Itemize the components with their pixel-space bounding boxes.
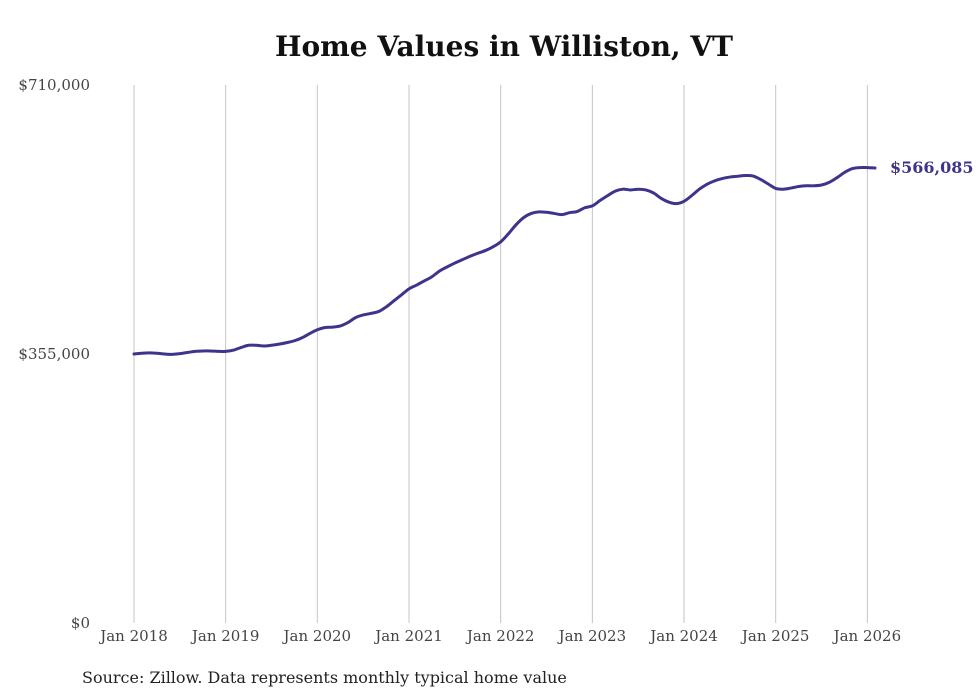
y-tick-label: $355,000 [18, 345, 90, 363]
grid-lines [133, 85, 868, 623]
x-tick-label: Jan 2026 [832, 627, 902, 645]
end-value-label: $566,085 [890, 158, 974, 177]
series-line-0 [132, 165, 877, 356]
x-tick-label: Jan 2019 [190, 627, 260, 645]
y-tick-label: $710,000 [18, 76, 90, 94]
chart-title: Home Values in Williston, VT [275, 30, 733, 63]
x-tick-label: Jan 2025 [740, 627, 810, 645]
source-note: Source: Zillow. Data represents monthly … [82, 668, 567, 687]
x-axis-ticks: Jan 2018 Jan 2019 Jan 2020 Jan 2021 Jan 2022… [98, 627, 901, 645]
x-tick-label: Jan 2022 [465, 627, 535, 645]
y-tick-label: $0 [71, 614, 90, 632]
y-axis-ticks: $0 $355,000 $710,000 [18, 76, 90, 632]
x-tick-label: Jan 2021 [373, 627, 443, 645]
x-tick-label: Jan 2024 [648, 627, 718, 645]
series-layer: $566,085 [132, 158, 974, 356]
x-tick-label: Jan 2020 [282, 627, 352, 645]
x-tick-label: Jan 2018 [98, 627, 168, 645]
x-tick-label: Jan 2023 [557, 627, 627, 645]
